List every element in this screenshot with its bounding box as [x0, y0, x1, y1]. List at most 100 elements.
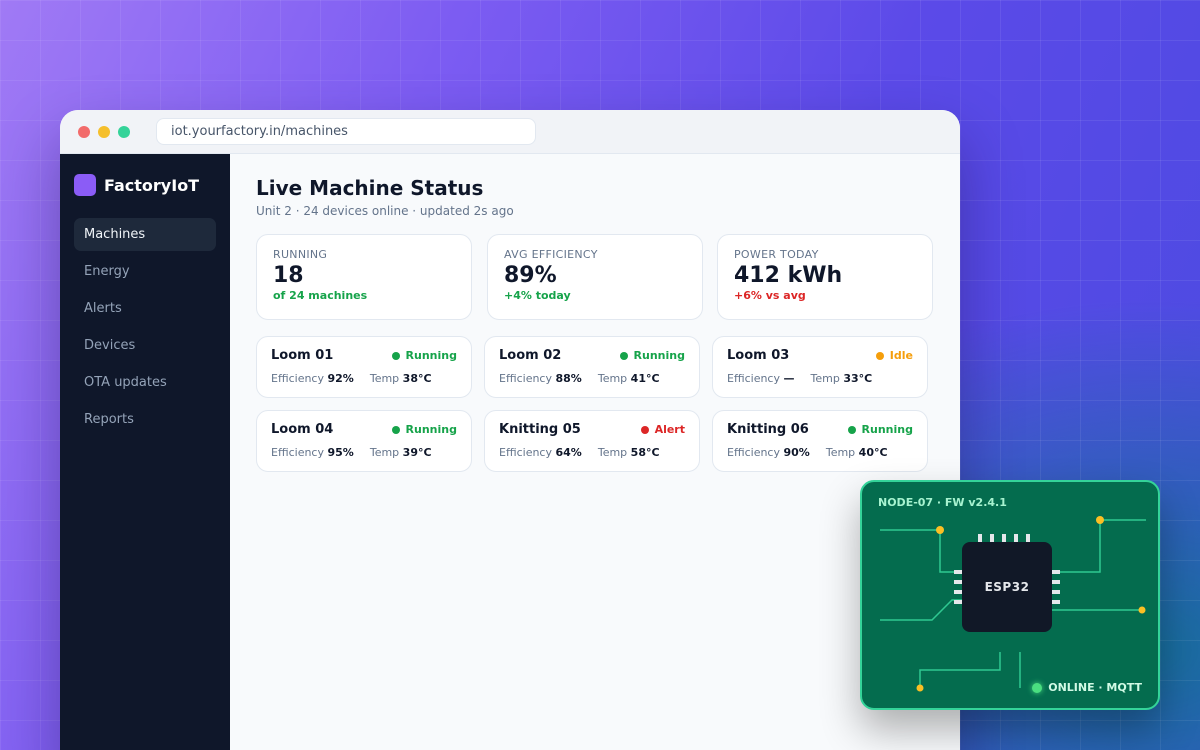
machine-metrics: Efficiency 92% Temp 38°C: [271, 372, 432, 385]
stat-card-running: RUNNING 18 of 24 machines: [256, 234, 472, 320]
machine-name: Loom 04: [271, 422, 334, 437]
efficiency-value: 88%: [555, 372, 582, 385]
sidebar-item-machines[interactable]: Machines: [74, 218, 216, 251]
machine-name: Loom 02: [499, 348, 562, 363]
stat-card-avg-efficiency: AVG EFFICIENCY 89% +4% today: [487, 234, 703, 320]
temp-value: 58°C: [630, 446, 660, 459]
temp-value: 41°C: [630, 372, 660, 385]
page-subtitle: Unit 2 · 24 devices online · updated 2s …: [256, 204, 514, 218]
online-indicator-icon: [1032, 682, 1043, 693]
efficiency-value: 64%: [555, 446, 582, 459]
machine-name: Loom 03: [727, 348, 790, 363]
temp-label: Temp: [597, 372, 628, 385]
node-status: ONLINE · MQTT: [1032, 681, 1142, 694]
machine-card-loom-02[interactable]: Loom 02 Running Efficiency 88% Temp 41°C: [484, 336, 700, 398]
efficiency-value: 90%: [783, 446, 810, 459]
status-text: Running: [405, 423, 457, 436]
stat-card-power-today: POWER TODAY 412 kWh +6% vs avg: [717, 234, 933, 320]
node-firmware-label: NODE-07 · FW v2.4.1: [878, 496, 1007, 509]
efficiency-value: 92%: [327, 372, 354, 385]
temp-value: 39°C: [402, 446, 432, 459]
address-bar[interactable]: iot.yourfactory.in/machines: [156, 118, 536, 145]
hardware-node-card: NODE-07 · FW v2.4.1 ESP32 ONLINE · MQTT: [860, 480, 1160, 710]
temp-label: Temp: [369, 372, 400, 385]
stat-delta: +6% vs avg: [734, 289, 806, 302]
chip-label: ESP32: [984, 580, 1030, 594]
maximize-window-dot[interactable]: [118, 126, 130, 138]
browser-window: iot.yourfactory.in/machines FactoryIoT M…: [60, 110, 960, 750]
node-status-text: ONLINE · MQTT: [1048, 681, 1142, 694]
status-text: Running: [633, 349, 685, 362]
status-text: Alert: [654, 423, 685, 436]
status-dot-icon: [847, 425, 856, 434]
stat-label: POWER TODAY: [734, 248, 819, 261]
sidebar: FactoryIoT Machines Energy Alerts Device…: [60, 154, 230, 750]
status-badge: Running: [619, 349, 685, 362]
efficiency-value: 95%: [327, 446, 354, 459]
sidebar-item-alerts[interactable]: Alerts: [84, 301, 122, 316]
machine-metrics: Efficiency 88% Temp 41°C: [499, 372, 660, 385]
stat-value: 412 kWh: [734, 263, 843, 288]
temp-label: Temp: [597, 446, 628, 459]
machine-card-loom-04[interactable]: Loom 04 Running Efficiency 95% Temp 39°C: [256, 410, 472, 472]
brand[interactable]: FactoryIoT: [74, 174, 199, 196]
circuit-traces: [880, 516, 1146, 692]
status-text: Running: [861, 423, 913, 436]
status-text: Idle: [889, 349, 913, 362]
efficiency-label: Efficiency: [271, 446, 324, 459]
efficiency-label: Efficiency: [727, 372, 780, 385]
status-badge: Alert: [640, 423, 685, 436]
machine-metrics: Efficiency 90% Temp 40°C: [727, 446, 888, 459]
status-dot-icon: [619, 351, 628, 360]
efficiency-label: Efficiency: [499, 372, 552, 385]
sidebar-item-ota-updates[interactable]: OTA updates: [84, 375, 167, 390]
temp-value: 33°C: [843, 372, 873, 385]
temp-value: 40°C: [858, 446, 888, 459]
status-dot-icon: [875, 351, 884, 360]
machine-name: Knitting 06: [727, 422, 809, 437]
efficiency-label: Efficiency: [499, 446, 552, 459]
status-dot-icon: [391, 351, 400, 360]
machine-name: Knitting 05: [499, 422, 581, 437]
machine-metrics: Efficiency 64% Temp 58°C: [499, 446, 660, 459]
minimize-window-dot[interactable]: [98, 126, 110, 138]
status-dot-icon: [640, 425, 649, 434]
machine-card-knitting-06[interactable]: Knitting 06 Running Efficiency 90% Temp 4…: [712, 410, 928, 472]
main-content: Live Machine Status Unit 2 · 24 devices …: [256, 154, 960, 750]
stat-value: 18: [273, 263, 304, 288]
status-dot-icon: [391, 425, 400, 434]
machine-name: Loom 01: [271, 348, 334, 363]
stat-delta: of 24 machines: [273, 289, 368, 302]
efficiency-value: —: [783, 372, 795, 385]
efficiency-label: Efficiency: [727, 446, 780, 459]
machine-card-loom-03[interactable]: Loom 03 Idle Efficiency — Temp 33°C: [712, 336, 928, 398]
status-badge: Running: [391, 423, 457, 436]
browser-chrome: iot.yourfactory.in/machines: [60, 110, 960, 154]
temp-label: Temp: [369, 446, 400, 459]
sidebar-item-devices[interactable]: Devices: [84, 338, 136, 353]
stat-label: AVG EFFICIENCY: [504, 248, 598, 261]
page-title: Live Machine Status: [256, 176, 484, 200]
stat-label: RUNNING: [273, 248, 328, 261]
stat-delta: +4% today: [504, 289, 571, 302]
sidebar-item-reports[interactable]: Reports: [84, 412, 134, 427]
sidebar-item-energy[interactable]: Energy: [84, 264, 130, 279]
machine-card-knitting-05[interactable]: Knitting 05 Alert Efficiency 64% Temp 58°…: [484, 410, 700, 472]
stat-value: 89%: [504, 263, 557, 288]
status-text: Running: [405, 349, 457, 362]
machine-metrics: Efficiency — Temp 33°C: [727, 372, 872, 385]
machine-metrics: Efficiency 95% Temp 39°C: [271, 446, 432, 459]
machine-card-loom-01[interactable]: Loom 01 Running Efficiency 92% Temp 38°C: [256, 336, 472, 398]
close-window-dot[interactable]: [78, 126, 90, 138]
brand-logo-icon: [74, 174, 96, 196]
status-badge: Running: [391, 349, 457, 362]
temp-label: Temp: [810, 372, 840, 385]
status-badge: Idle: [875, 349, 913, 362]
temp-label: Temp: [825, 446, 856, 459]
esp32-chip-icon: ESP32: [962, 542, 1052, 632]
efficiency-label: Efficiency: [271, 372, 324, 385]
brand-name: FactoryIoT: [104, 175, 200, 195]
temp-value: 38°C: [402, 372, 432, 385]
status-badge: Running: [847, 423, 913, 436]
sidebar-nav: Machines Energy Alerts Devices OTA updat…: [74, 218, 216, 440]
